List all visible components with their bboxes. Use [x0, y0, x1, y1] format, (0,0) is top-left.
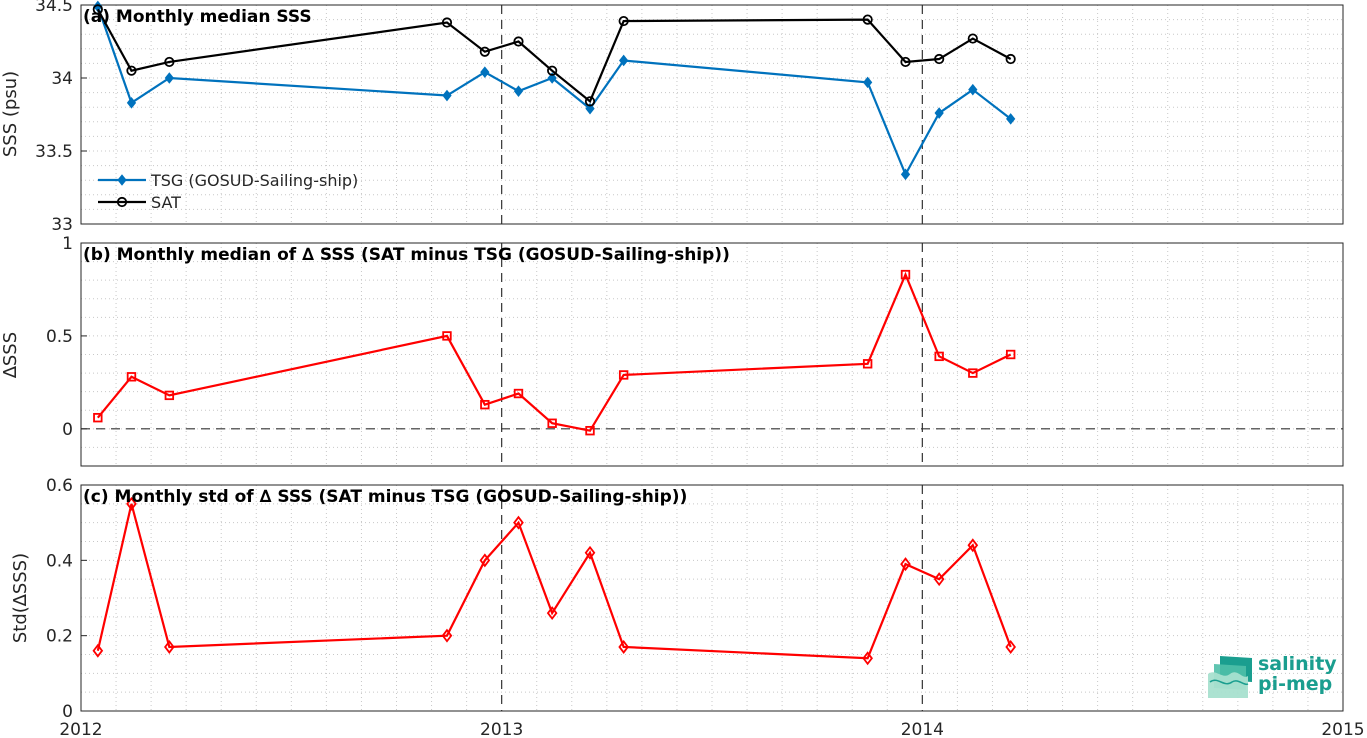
- y-tick-label: 0.4: [46, 551, 73, 571]
- data-point: [967, 538, 979, 553]
- x-tick-label: 2014: [901, 720, 944, 738]
- data-point: [1006, 113, 1016, 125]
- data-point: [968, 368, 978, 378]
- data-point: [513, 515, 524, 530]
- data-point: [900, 168, 911, 181]
- data-point: [933, 572, 945, 587]
- data-point: [547, 65, 558, 76]
- axes-frame: [80, 4, 1344, 225]
- panel-title: (a) Monthly median SSS: [83, 7, 312, 27]
- data-point: [934, 107, 944, 119]
- y-axis-label: ∆SSS: [0, 332, 21, 379]
- data-point: [618, 639, 629, 654]
- data-point: [862, 651, 873, 666]
- y-axis-label: Std(∆SSS): [10, 553, 31, 643]
- data-point: [585, 102, 595, 115]
- data-point: [513, 36, 524, 47]
- series-line-sat: [96, 8, 1012, 104]
- y-tick-label: 0: [62, 420, 73, 440]
- data-point: [480, 399, 490, 410]
- panel-2: 0 0.5 1 ∆SSS (b) Monthly median of ∆ SSS (SA…: [0, 234, 1344, 467]
- y-tick-label: 1: [62, 234, 73, 254]
- x-tick-label: 2015: [1321, 720, 1364, 738]
- data-point: [126, 372, 137, 382]
- data-point: [93, 412, 103, 423]
- data-point: [441, 17, 453, 28]
- data-point: [618, 15, 629, 27]
- data-point: [116, 196, 128, 208]
- wave-logo-icon: [1208, 656, 1252, 698]
- data-point: [164, 390, 175, 401]
- data-point: [480, 66, 490, 78]
- axes-frame: [80, 242, 1344, 467]
- data-point: [92, 4, 103, 15]
- data-point: [863, 76, 873, 89]
- data-point: [479, 46, 490, 57]
- data-point: [1005, 349, 1016, 360]
- y-axis-label: SSS (psu): [0, 71, 21, 157]
- data-point: [442, 331, 452, 341]
- y-tick-label: 34.5: [35, 0, 73, 16]
- data-point: [584, 96, 596, 107]
- data-point: [547, 418, 557, 428]
- data-point: [900, 269, 911, 280]
- legend-label: TSG (GOSUD-Sailing-ship): [150, 171, 358, 190]
- data-point: [164, 56, 175, 68]
- series-line-tsg-gosud-sailing-ship-: [96, 6, 1012, 177]
- y-tick-label: 0.2: [46, 627, 73, 647]
- data-point: [513, 388, 524, 399]
- logo-word-pi-mep: pi-mep: [1258, 673, 1333, 695]
- series-line: [96, 503, 1012, 660]
- data-point: [1005, 639, 1017, 654]
- data-point: [126, 97, 137, 109]
- data-point: [934, 351, 944, 362]
- data-point: [92, 643, 104, 658]
- x-tick-label: 2013: [480, 720, 523, 738]
- data-point: [618, 370, 629, 380]
- data-point: [441, 628, 453, 643]
- y-tick-label: 34: [51, 69, 73, 89]
- y-tick-label: 0.6: [46, 476, 73, 496]
- y-tick-label: 33: [51, 215, 73, 235]
- data-point: [1005, 53, 1016, 65]
- data-point: [862, 359, 873, 369]
- data-point: [164, 639, 175, 654]
- data-point: [126, 65, 137, 76]
- panel-title: (b) Monthly median of ∆ SSS (SAT minus T…: [83, 245, 730, 265]
- data-point: [900, 56, 911, 68]
- axes-frame: [80, 484, 1344, 712]
- data-point: [619, 54, 629, 67]
- data-point: [862, 14, 873, 25]
- data-point: [164, 72, 174, 84]
- data-point: [479, 553, 491, 568]
- data-point: [968, 83, 978, 96]
- series-line: [96, 271, 1012, 432]
- data-point: [585, 425, 595, 436]
- data-point: [584, 545, 596, 560]
- data-point: [513, 85, 524, 97]
- data-point: [934, 53, 945, 65]
- legend-label: SAT: [151, 193, 181, 212]
- y-tick-label: 0.5: [46, 327, 73, 347]
- data-point: [900, 557, 911, 572]
- panel-title: (c) Monthly std of ∆ SSS (SAT minus TSG …: [83, 487, 687, 507]
- y-tick-label: 33.5: [35, 142, 73, 162]
- data-point: [117, 174, 127, 186]
- data-point: [967, 33, 978, 44]
- data-point: [442, 89, 452, 102]
- x-tick-label: 2012: [59, 720, 102, 738]
- data-point: [547, 72, 557, 84]
- salinity-pi-mep-logo: salinity pi-mep: [1208, 652, 1338, 700]
- panel-3: 0 0.2 0.4 0.6 2012 2013 2014 2015 Std(∆SSS) (c) M…: [10, 476, 1365, 738]
- legend: TSG (GOSUD-Sailing-ship) SAT: [98, 171, 358, 212]
- data-point: [126, 496, 137, 511]
- panel-1: 33 33.5 34 34.5 SSS (psu) (a) Monthly median …: [0, 0, 1344, 235]
- logo-word-salinity: salinity: [1258, 653, 1337, 675]
- data-point: [546, 606, 558, 621]
- y-tick-label: 0: [62, 702, 73, 722]
